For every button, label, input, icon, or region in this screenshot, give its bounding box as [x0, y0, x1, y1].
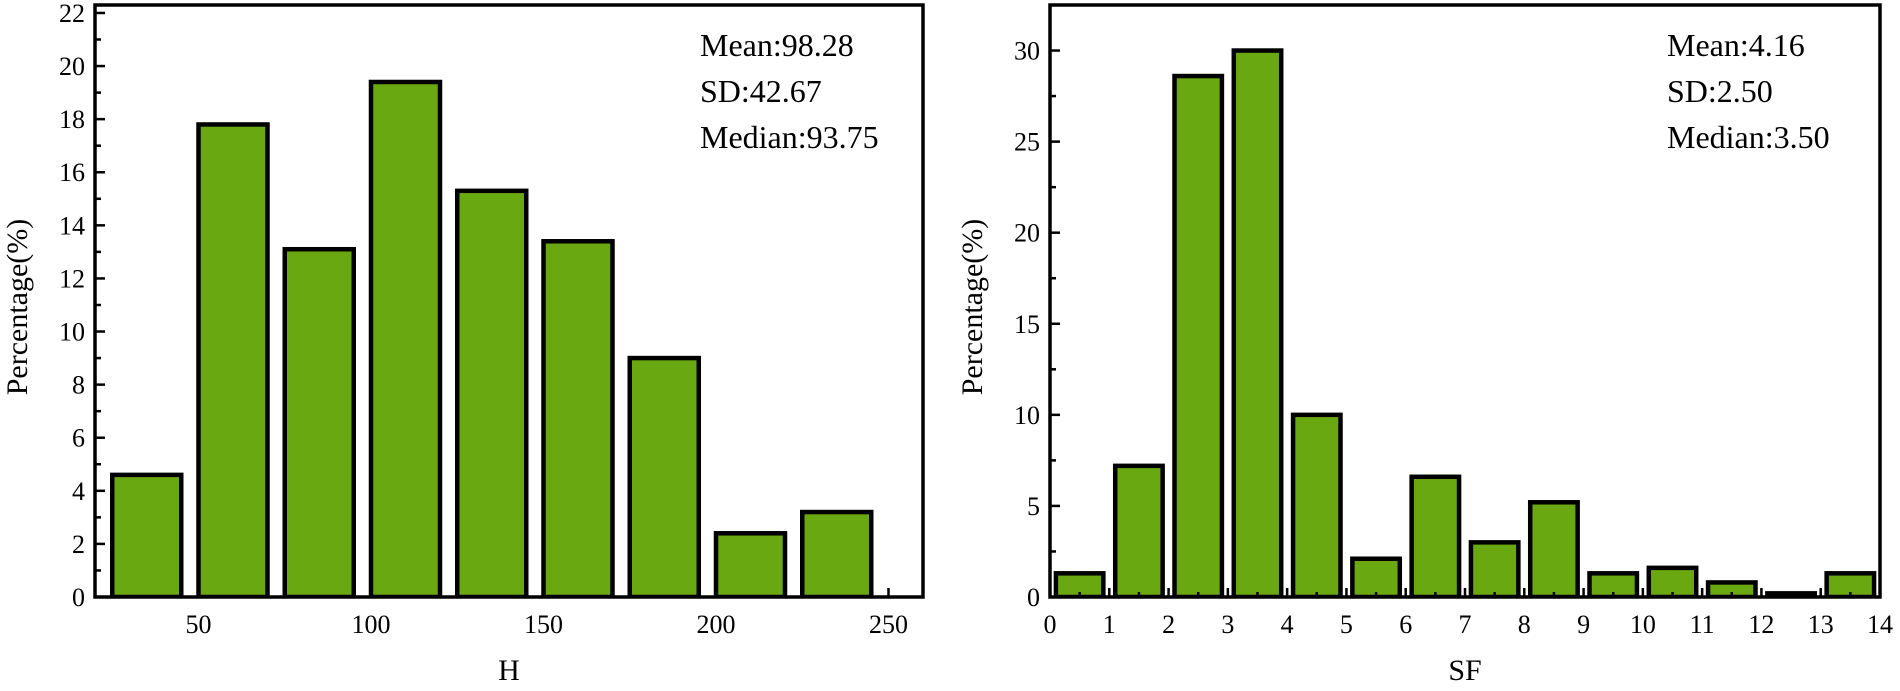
- bars-h: [110, 79, 874, 597]
- bar-h-7: [713, 531, 788, 597]
- stat-mean-sf: Mean:4.16: [1667, 27, 1805, 63]
- histogram-h-panel: Mean:98.28 SD:42.67 Median:93.75 H Perce…: [1, 0, 925, 687]
- bar-sf-10: [1646, 565, 1699, 597]
- bar-h-4: [455, 188, 529, 597]
- x-tick-label-sf-6: 6: [1399, 610, 1412, 639]
- bar-h-1: [196, 122, 270, 597]
- y-tick-label-h-11: 22: [59, 0, 85, 28]
- y-tick-label-h-10: 20: [59, 52, 85, 81]
- bars-sf: [1053, 48, 1877, 597]
- y-tick-label-h-6: 12: [59, 264, 85, 293]
- bar-sf-13: [1824, 571, 1877, 597]
- y-tick-label-sf-6: 30: [1014, 37, 1040, 66]
- bar-sf-3: [1231, 48, 1284, 597]
- x-tick-label-sf-12: 12: [1748, 610, 1774, 639]
- x-tick-label-sf-5: 5: [1340, 610, 1353, 639]
- plot-frame-h: [93, 3, 925, 599]
- bar-sf-5: [1350, 556, 1403, 597]
- y-tick-label-sf-0: 0: [1027, 583, 1040, 612]
- y-tick-label-h-1: 2: [72, 530, 85, 559]
- bar-sf-4: [1290, 412, 1343, 597]
- stat-median-sf: Median:3.50: [1667, 119, 1830, 155]
- y-tick-label-h-9: 18: [59, 105, 85, 134]
- histogram-sf-panel: Mean:4.16 SD:2.50 Median:3.50 SF Percent…: [956, 3, 1893, 687]
- x-tick-label-sf-0: 0: [1044, 610, 1057, 639]
- bar-h-8: [800, 509, 874, 597]
- x-tick-label-sf-7: 7: [1459, 610, 1472, 639]
- stat-median-h: Median:93.75: [700, 119, 879, 155]
- y-tick-label-h-0: 0: [72, 583, 85, 612]
- y-axis-title-h: Percentage(%): [1, 219, 34, 396]
- bar-h-2: [282, 246, 356, 597]
- bar-sf-7: [1468, 540, 1521, 597]
- bar-sf-6: [1409, 474, 1462, 597]
- y-tick-label-h-7: 14: [59, 211, 85, 240]
- x-tick-label-sf-13: 13: [1808, 610, 1834, 639]
- x-tick-label-h-1: 100: [352, 610, 391, 639]
- x-tick-label-h-0: 50: [186, 610, 212, 639]
- y-tick-label-sf-3: 15: [1014, 310, 1040, 339]
- y-tick-label-h-3: 6: [72, 424, 85, 453]
- stat-sd-sf: SD:2.50: [1667, 73, 1773, 109]
- x-tick-label-sf-9: 9: [1577, 610, 1590, 639]
- x-axis-title-h: H: [498, 654, 520, 687]
- x-tick-label-sf-14: 14: [1867, 610, 1893, 639]
- x-tick-label-h-3: 200: [697, 610, 736, 639]
- x-tick-label-sf-10: 10: [1630, 610, 1656, 639]
- x-axis-title-sf: SF: [1448, 654, 1481, 687]
- bar-h-0: [110, 472, 184, 597]
- stat-sd-h: SD:42.67: [700, 73, 822, 109]
- x-tick-label-sf-3: 3: [1221, 610, 1234, 639]
- bar-sf-2: [1172, 73, 1225, 597]
- y-tick-label-h-5: 10: [59, 318, 85, 347]
- y-tick-label-h-8: 16: [59, 158, 85, 187]
- stat-mean-h: Mean:98.28: [700, 27, 854, 63]
- x-tick-label-sf-1: 1: [1103, 610, 1116, 639]
- y-tick-label-h-4: 8: [72, 371, 85, 400]
- y-tick-label-sf-5: 25: [1014, 128, 1040, 157]
- bar-sf-9: [1587, 571, 1640, 597]
- bar-sf-0: [1053, 571, 1106, 597]
- y-tick-label-sf-4: 20: [1014, 219, 1040, 248]
- x-tick-label-sf-8: 8: [1518, 610, 1531, 639]
- bar-h-6: [627, 355, 701, 597]
- bar-sf-1: [1112, 463, 1165, 597]
- y-tick-label-sf-1: 5: [1027, 492, 1040, 521]
- bar-sf-8: [1527, 500, 1580, 597]
- x-tick-label-h-2: 150: [524, 610, 563, 639]
- x-tick-label-h-4: 250: [869, 610, 908, 639]
- y-tick-label-sf-2: 10: [1014, 401, 1040, 430]
- y-axis-title-sf: Percentage(%): [956, 219, 989, 396]
- x-tick-label-sf-2: 2: [1162, 610, 1175, 639]
- bar-h-5: [541, 239, 615, 597]
- bar-h-3: [368, 79, 443, 597]
- y-tick-label-h-2: 4: [72, 477, 85, 506]
- x-tick-label-sf-11: 11: [1690, 610, 1715, 639]
- x-tick-label-sf-4: 4: [1281, 610, 1294, 639]
